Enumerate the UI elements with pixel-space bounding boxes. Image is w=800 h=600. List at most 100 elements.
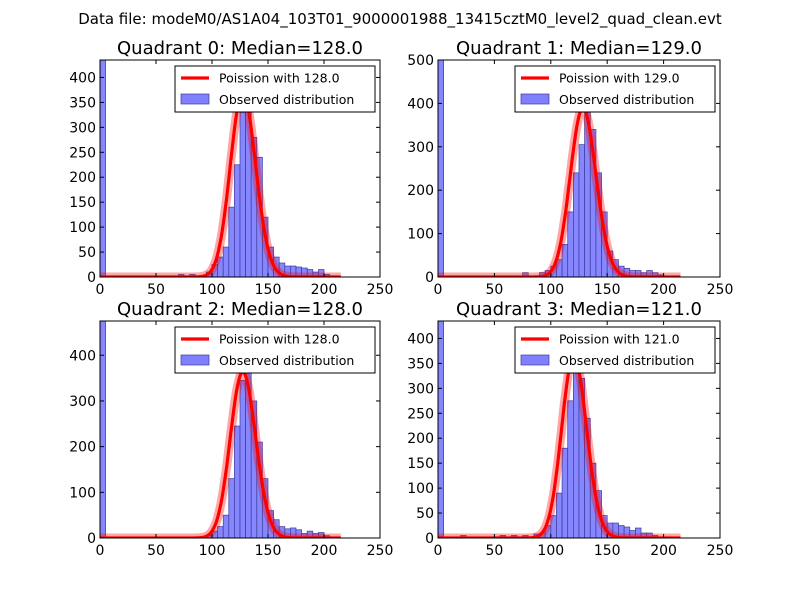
y-tick-label: 350 — [69, 95, 96, 111]
y-tick-label: 300 — [407, 140, 434, 156]
legend-bar-label: Observed distribution — [559, 92, 694, 107]
poisson-fit-band — [438, 351, 684, 538]
axes-frame — [437, 320, 721, 539]
x-tick-label: 150 — [255, 543, 282, 559]
x-tick-label: 200 — [311, 543, 338, 559]
histogram-bar — [561, 447, 569, 538]
y-tick-label: 400 — [407, 96, 434, 112]
legend: Poission with 129.0 Observed distribution — [514, 65, 716, 113]
quadrant-1-chart: 0 50 100 150 200 250 0 100 200 300 400 500 Quadrant … — [407, 38, 733, 298]
histogram-bar — [228, 478, 235, 538]
y-tick-label: 500 — [407, 53, 434, 69]
axes-frame — [99, 320, 381, 539]
histogram-bar — [100, 60, 106, 277]
x-tick-label: 100 — [537, 543, 564, 559]
x-tick-label: 150 — [255, 282, 282, 298]
histogram-bar — [100, 321, 106, 538]
y-tick-label: 100 — [69, 220, 96, 236]
y-tick-label: 150 — [407, 456, 434, 472]
y-tick-label: 300 — [69, 120, 96, 136]
x-tick-label: 100 — [199, 282, 226, 298]
histogram-bar — [239, 380, 246, 538]
histogram-bar — [222, 246, 230, 277]
x-tick-label: 50 — [147, 543, 165, 559]
quadrant-0-chart: 0 50 100 150 200 250 0 50 100 150 200 250 300 350 400 Q… — [69, 38, 393, 298]
y-tick-label: 100 — [407, 481, 434, 497]
histogram-bar — [567, 400, 574, 538]
legend-line-label: Poission with 121.0 — [559, 332, 680, 347]
histogram-bar — [578, 144, 585, 277]
legend-bar-swatch — [520, 354, 550, 366]
x-tick-label: 200 — [650, 282, 677, 298]
legend: Poission with 128.0 Observed distribution — [174, 65, 376, 113]
legend-line-label: Poission with 129.0 — [559, 71, 680, 86]
legend: Poission with 128.0 Observed distribution — [174, 326, 376, 374]
poisson-fit-band — [100, 88, 345, 277]
quadrant-title: Quadrant 2: Median=128.0 — [117, 299, 363, 320]
quadrant-2-chart: 0 50 100 150 200 250 0 100 200 300 400 Quadrant 2: … — [69, 299, 393, 559]
legend-bar-label: Observed distribution — [219, 92, 354, 107]
histogram-bar — [522, 272, 529, 277]
y-tick-label: 300 — [69, 394, 96, 410]
y-tick-label: 0 — [425, 270, 434, 286]
fit-lines — [100, 88, 345, 277]
fit-lines — [438, 351, 684, 538]
x-tick-label: 250 — [707, 282, 734, 298]
histogram-bar — [239, 112, 246, 277]
y-tick-label: 400 — [407, 331, 434, 347]
x-tick-label: 50 — [485, 543, 503, 559]
y-tick-label: 350 — [407, 356, 434, 372]
quadrant-title: Quadrant 0: Median=128.0 — [117, 38, 363, 59]
axes-frame — [437, 59, 721, 278]
histogram-bar — [234, 425, 241, 538]
legend-bar-label: Observed distribution — [559, 353, 694, 368]
y-tick-label: 200 — [69, 170, 96, 186]
x-tick-label: 50 — [147, 282, 165, 298]
histogram-bar — [573, 172, 580, 277]
histogram-bar — [228, 206, 235, 277]
y-tick-label: 250 — [69, 145, 96, 161]
legend: Poission with 121.0 Observed distribution — [514, 326, 716, 374]
legend-line-label: Poission with 128.0 — [219, 71, 340, 86]
poisson-fit-line — [100, 91, 342, 277]
legend-line-label: Poission with 128.0 — [219, 332, 340, 347]
x-tick-label: 200 — [311, 282, 338, 298]
y-tick-label: 0 — [87, 531, 96, 547]
y-tick-label: 250 — [407, 406, 434, 422]
legend-bar-swatch — [520, 93, 550, 105]
y-tick-label: 200 — [407, 183, 434, 199]
quadrant-title: Quadrant 1: Median=129.0 — [456, 38, 702, 59]
poisson-fit-line — [100, 370, 342, 538]
x-tick-label: 250 — [367, 282, 394, 298]
x-tick-label: 0 — [434, 543, 443, 559]
poisson-fit-band — [100, 367, 345, 538]
histogram-bar — [222, 514, 230, 538]
x-tick-label: 50 — [485, 282, 503, 298]
y-tick-label: 100 — [407, 227, 434, 243]
axes-frame — [99, 59, 381, 278]
y-tick-label: 0 — [425, 531, 434, 547]
histogram-bar — [234, 164, 241, 277]
histogram-bar — [438, 321, 444, 538]
x-tick-label: 200 — [650, 543, 677, 559]
x-tick-label: 150 — [594, 282, 621, 298]
figure-title: Data file: modeM0/AS1A04_103T01_90000019… — [78, 10, 722, 29]
x-tick-label: 0 — [96, 543, 105, 559]
legend-bar-swatch — [180, 93, 210, 105]
y-tick-label: 50 — [78, 245, 96, 261]
histogram-bar — [438, 60, 444, 277]
y-tick-label: 300 — [407, 381, 434, 397]
x-tick-label: 150 — [594, 543, 621, 559]
poisson-fit-line — [438, 106, 682, 277]
x-tick-label: 250 — [367, 543, 394, 559]
fit-lines — [438, 103, 684, 277]
y-tick-label: 400 — [69, 70, 96, 86]
y-tick-label: 200 — [69, 440, 96, 456]
x-tick-label: 250 — [707, 543, 734, 559]
y-tick-label: 0 — [87, 270, 96, 286]
x-tick-label: 100 — [537, 282, 564, 298]
y-tick-label: 200 — [407, 431, 434, 447]
legend-bar-swatch — [180, 354, 210, 366]
fit-lines — [100, 367, 345, 538]
